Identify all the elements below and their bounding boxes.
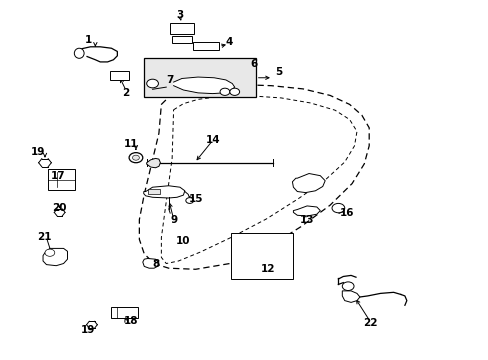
Text: 3: 3 [176, 10, 183, 21]
Polygon shape [43, 248, 67, 266]
Ellipse shape [74, 48, 84, 58]
Text: 16: 16 [339, 208, 354, 218]
Polygon shape [293, 206, 320, 216]
FancyBboxPatch shape [111, 307, 138, 318]
Text: 7: 7 [166, 75, 174, 85]
Circle shape [45, 249, 55, 256]
Text: 10: 10 [176, 236, 190, 246]
Text: 14: 14 [205, 135, 220, 145]
Circle shape [342, 282, 353, 291]
FancyBboxPatch shape [144, 58, 255, 97]
Text: 15: 15 [188, 194, 203, 204]
FancyBboxPatch shape [170, 23, 193, 34]
Text: 2: 2 [122, 88, 129, 98]
Text: 13: 13 [299, 215, 314, 225]
Text: 4: 4 [224, 37, 232, 48]
Text: 6: 6 [250, 59, 257, 69]
Circle shape [129, 153, 142, 163]
Text: 12: 12 [260, 264, 275, 274]
Text: 19: 19 [81, 325, 95, 336]
Text: 5: 5 [275, 67, 282, 77]
Polygon shape [146, 158, 160, 168]
Polygon shape [143, 186, 184, 198]
Circle shape [220, 88, 229, 95]
Text: 9: 9 [170, 215, 177, 225]
Polygon shape [142, 258, 159, 268]
FancyBboxPatch shape [172, 36, 191, 43]
Circle shape [331, 203, 344, 213]
Polygon shape [292, 174, 325, 193]
Text: 17: 17 [50, 171, 65, 181]
Text: 21: 21 [37, 232, 51, 242]
Polygon shape [173, 77, 234, 94]
FancyBboxPatch shape [48, 169, 75, 190]
Text: 11: 11 [123, 139, 138, 149]
Circle shape [229, 88, 239, 95]
Circle shape [185, 198, 193, 203]
FancyBboxPatch shape [230, 233, 293, 279]
Text: 20: 20 [52, 203, 67, 213]
Text: 1: 1 [84, 35, 91, 45]
Circle shape [132, 155, 139, 160]
Circle shape [146, 79, 158, 88]
Text: 22: 22 [363, 318, 377, 328]
Text: 19: 19 [31, 147, 45, 157]
FancyBboxPatch shape [193, 42, 218, 50]
FancyBboxPatch shape [110, 71, 128, 80]
Polygon shape [342, 291, 359, 302]
FancyBboxPatch shape [147, 189, 160, 194]
Text: 18: 18 [123, 316, 138, 326]
Text: 8: 8 [152, 258, 159, 269]
